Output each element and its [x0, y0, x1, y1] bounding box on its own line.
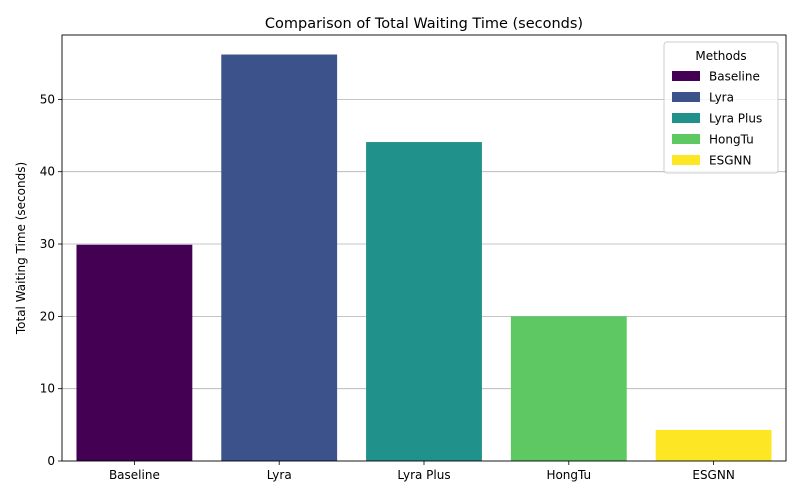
x-tick-label: ESGNN	[692, 468, 734, 482]
legend-entry-label: Baseline	[709, 70, 760, 84]
legend-swatch	[672, 113, 700, 123]
bar-lyra-plus	[366, 142, 482, 461]
x-tick-label: HongTu	[546, 468, 591, 482]
y-tick-label: 50	[40, 92, 55, 106]
legend-swatch	[672, 71, 700, 81]
ticks: 0 10 20 30 40 50 Baseline Lyra Lyra Plus HongTu ES…	[40, 92, 735, 482]
legend-entry-label: HongTu	[709, 133, 754, 147]
y-tick-label: 10	[40, 382, 55, 396]
x-tick-label: Lyra Plus	[397, 468, 450, 482]
bar-hongtu	[510, 316, 627, 461]
legend-swatch	[672, 92, 700, 102]
legend-swatch	[672, 155, 700, 165]
legend-entry-label: Lyra	[709, 91, 734, 105]
y-tick-label: 0	[47, 454, 55, 468]
legend-swatch	[672, 134, 700, 144]
legend: Methods Baseline Lyra Lyra Plus HongTu ESGNN	[663, 41, 779, 174]
legend-entry-label: Lyra Plus	[709, 112, 762, 126]
bar-lyra	[221, 54, 338, 461]
y-tick-label: 20	[40, 309, 55, 323]
legend-title: Methods	[695, 49, 746, 63]
chart-title: Comparison of Total Waiting Time (second…	[265, 16, 583, 32]
y-tick-label: 40	[40, 165, 55, 179]
x-tick-label: Baseline	[109, 468, 160, 482]
y-tick-label: 30	[40, 237, 55, 251]
y-axis-label: Total Waiting Time (seconds)	[14, 162, 28, 335]
bar-baseline	[76, 244, 193, 461]
legend-entry-label: ESGNN	[709, 154, 751, 168]
x-tick-label: Lyra	[267, 468, 292, 482]
bars	[76, 54, 772, 461]
bar-esgnn	[655, 429, 772, 461]
